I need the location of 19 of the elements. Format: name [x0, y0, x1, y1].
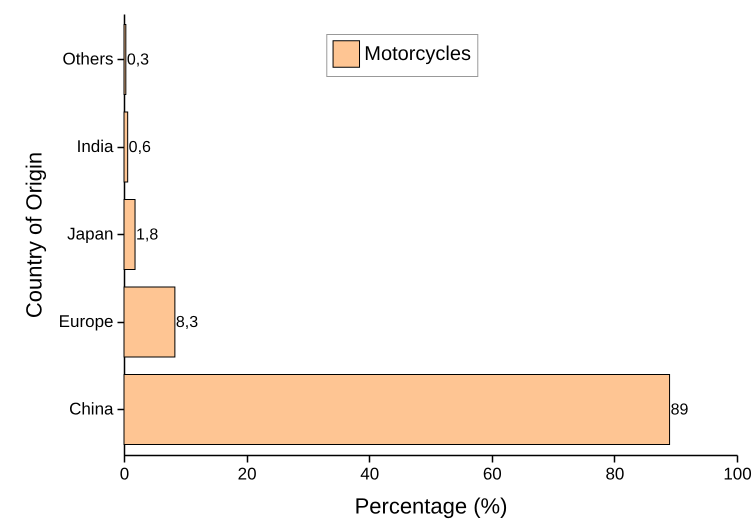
y-tick-label: Japan — [67, 224, 114, 244]
x-tick-label: 0 — [120, 464, 130, 484]
data-label: 0,6 — [128, 139, 152, 156]
x-tick-label: 80 — [605, 464, 624, 484]
y-axis-title: Country of Origin — [22, 152, 47, 318]
x-tick-label: 20 — [238, 464, 257, 484]
x-tick-label: 100 — [723, 464, 752, 484]
x-axis-title: Percentage (%) — [354, 494, 508, 518]
data-label: 1,8 — [136, 226, 158, 244]
y-tick-label: Europe — [58, 312, 114, 331]
x-tick-label: 40 — [360, 464, 380, 484]
y-tick-label: Others — [62, 50, 114, 68]
data-label: 0,3 — [126, 52, 150, 68]
legend-label: Motorcycles — [364, 43, 471, 65]
data-label: 8,3 — [176, 314, 198, 331]
x-tick-label: 60 — [482, 464, 502, 484]
y-tick-label: India — [76, 137, 114, 156]
data-label: 89 — [670, 402, 688, 418]
y-tick-label: China — [69, 400, 114, 418]
